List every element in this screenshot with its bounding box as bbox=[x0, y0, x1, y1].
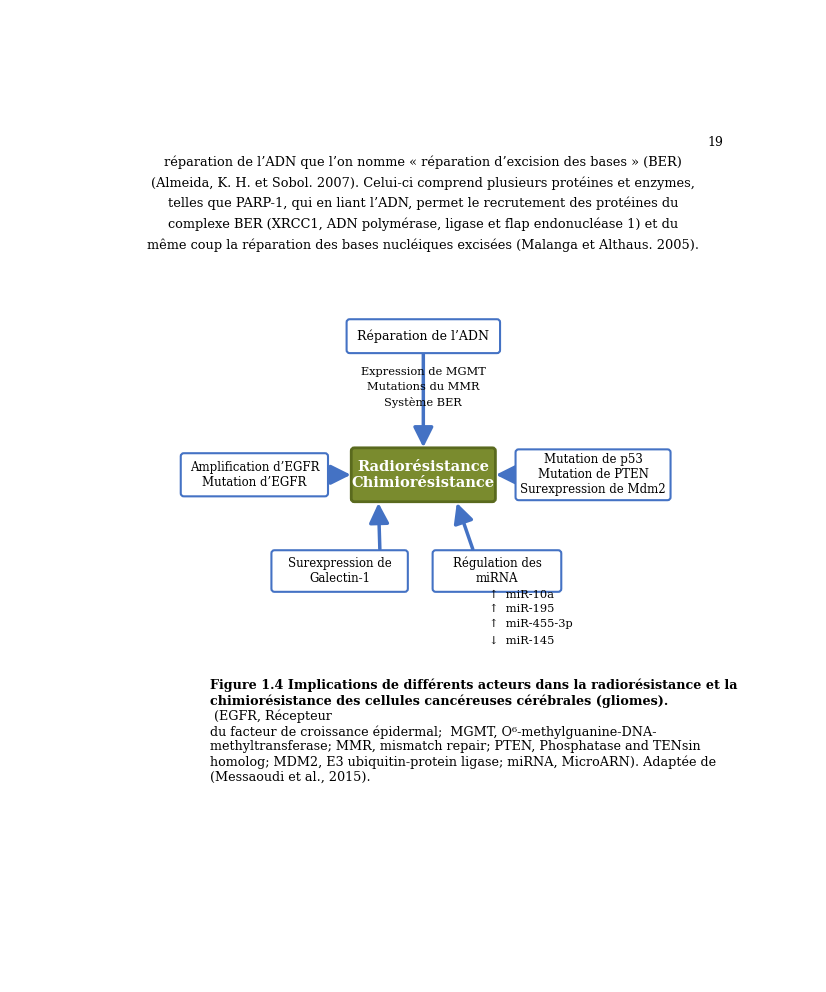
Text: réparation de l’ADN que l’on nomme « réparation d’excision des bases » (BER): réparation de l’ADN que l’on nomme « rép… bbox=[164, 155, 682, 169]
Text: Surexpression de
Galectin-1: Surexpression de Galectin-1 bbox=[287, 558, 392, 585]
Text: Figure 1.4 Implications de différents acteurs dans la radiorésistance et la: Figure 1.4 Implications de différents ac… bbox=[210, 679, 738, 692]
Text: chimiorésistance des cellules cancéreuses cérébrales (gliomes).: chimiorésistance des cellules cancéreuse… bbox=[210, 694, 668, 707]
FancyBboxPatch shape bbox=[433, 551, 562, 592]
Text: homolog; MDM2, E3 ubiquitin-protein ligase; miRNA, MicroARN). Adaptée de: homolog; MDM2, E3 ubiquitin-protein liga… bbox=[210, 756, 716, 770]
Text: ↓  miR-145: ↓ miR-145 bbox=[489, 635, 554, 646]
Text: Réparation de l’ADN: Réparation de l’ADN bbox=[358, 329, 489, 343]
FancyBboxPatch shape bbox=[347, 319, 500, 353]
Text: methyltransferase; MMR, mismatch repair; PTEN, Phosphatase and TENsin: methyltransferase; MMR, mismatch repair;… bbox=[210, 740, 700, 754]
Text: du facteur de croissance épidermal;  MGMT, O⁶-methylguanine-DNA-: du facteur de croissance épidermal; MGMT… bbox=[210, 725, 657, 738]
Text: (Messaoudi et al., 2015).: (Messaoudi et al., 2015). bbox=[210, 771, 371, 785]
Text: telles que PARP-1, qui en liant l’ADN, permet le recrutement des protéines du: telles que PARP-1, qui en liant l’ADN, p… bbox=[168, 196, 679, 210]
Text: même coup la réparation des bases nucléiques excisées (Malanga et Althaus. 2005): même coup la réparation des bases nucléi… bbox=[147, 238, 700, 252]
FancyBboxPatch shape bbox=[272, 551, 408, 592]
FancyBboxPatch shape bbox=[515, 449, 671, 500]
Text: Régulation des
miRNA: Régulation des miRNA bbox=[453, 557, 541, 585]
Text: Amplification d’EGFR
Mutation d’EGFR: Amplification d’EGFR Mutation d’EGFR bbox=[190, 460, 319, 489]
Text: complexe BER (XRCC1, ADN polymérase, ligase et flap endonucléase 1) et du: complexe BER (XRCC1, ADN polymérase, lig… bbox=[169, 217, 678, 231]
Text: (Almeida, K. H. et Sobol. 2007). Celui-ci comprend plusieurs protéines et enzyme: (Almeida, K. H. et Sobol. 2007). Celui-c… bbox=[151, 176, 695, 189]
Text: 19: 19 bbox=[707, 136, 724, 149]
FancyBboxPatch shape bbox=[351, 447, 496, 502]
Text: Mutation de p53
Mutation de PTEN
Surexpression de Mdm2: Mutation de p53 Mutation de PTEN Surexpr… bbox=[520, 453, 666, 496]
Text: Radiorésistance
Chimiorésistance: Radiorésistance Chimiorésistance bbox=[352, 459, 495, 490]
Text: (EGFR, Récepteur: (EGFR, Récepteur bbox=[210, 709, 332, 723]
Text: ↑  miR-10a
↑  miR-195
↑  miR-455-3p: ↑ miR-10a ↑ miR-195 ↑ miR-455-3p bbox=[489, 589, 573, 630]
Text: Expression de MGMT
Mutations du MMR
Système BER: Expression de MGMT Mutations du MMR Syst… bbox=[361, 367, 486, 408]
FancyBboxPatch shape bbox=[181, 453, 328, 496]
